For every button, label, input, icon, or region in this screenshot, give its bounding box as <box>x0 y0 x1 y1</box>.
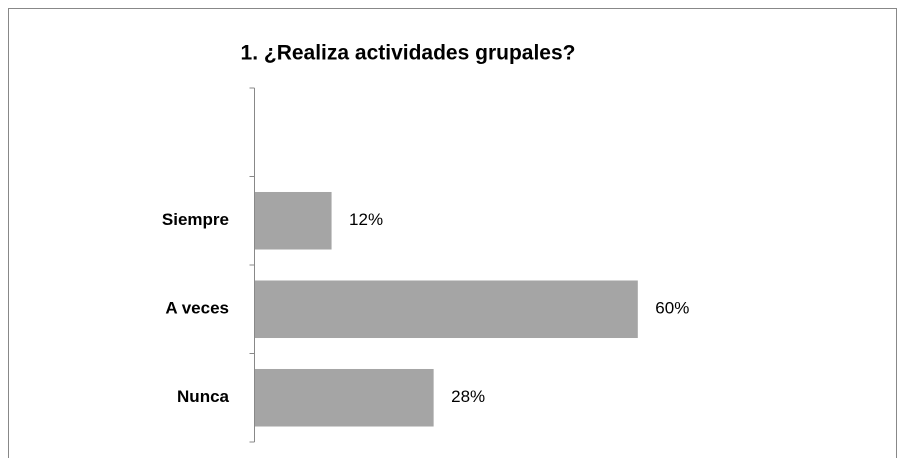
category-label: Siempre <box>162 210 229 229</box>
value-label: 12% <box>349 210 383 229</box>
chart-border <box>8 8 897 458</box>
bar <box>255 191 332 250</box>
bar <box>255 368 434 427</box>
chart-title: 1. ¿Realiza actividades grupales? <box>241 42 576 65</box>
category-label: A veces <box>165 299 229 318</box>
value-label: 60% <box>655 299 689 318</box>
bar <box>255 280 638 339</box>
category-label: Nunca <box>177 387 230 406</box>
value-label: 28% <box>451 387 485 406</box>
